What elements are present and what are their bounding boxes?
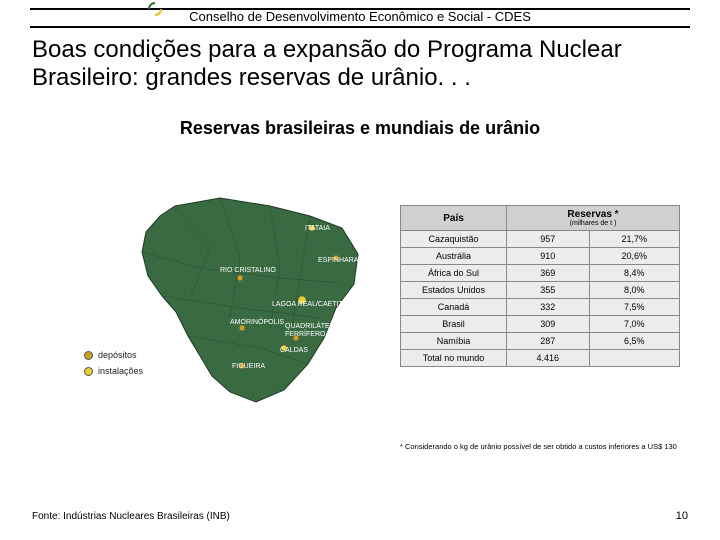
legend-dot <box>84 351 93 360</box>
cell-reserves: 332 <box>507 299 590 316</box>
legend-item: depósitos <box>84 350 143 360</box>
table-header-reserves-text: Reservas * <box>567 209 618 220</box>
cell-country: Brasil <box>401 316 507 333</box>
table-header-country: País <box>401 206 507 231</box>
map-deposit-dot <box>237 275 243 281</box>
table-row: África do Sul3698,4% <box>401 265 680 282</box>
legend-dot <box>84 367 93 376</box>
header-rule-bottom <box>30 26 690 28</box>
cell-pct: 6,5% <box>589 333 679 350</box>
map-site-label: LAGOA REAL/CAETITÉ <box>272 299 348 308</box>
map-legend: depósitos instalações <box>84 350 143 382</box>
cell-reserves: 369 <box>507 265 590 282</box>
cell-country: Total no mundo <box>401 350 507 367</box>
table-header-reserves-sub: (milhares de t ) <box>511 220 675 227</box>
cell-pct: 21,7% <box>589 231 679 248</box>
map-site-label: QUADRILÁTERO <box>285 321 341 330</box>
table-row-total: Total no mundo4.416 <box>401 350 680 367</box>
cell-reserves: 957 <box>507 231 590 248</box>
map-site-label: CALDAS <box>280 347 308 354</box>
cell-reserves: 910 <box>507 248 590 265</box>
map-site-label: FERRÍFERO <box>285 329 326 338</box>
cell-pct: 20,6% <box>589 248 679 265</box>
map-site-label: ESPINHARAS <box>318 257 363 264</box>
table-row: Cazaquistão95721,7% <box>401 231 680 248</box>
source-text: Fonte: Indústrias Nucleares Brasileiras … <box>32 511 230 522</box>
map-site-label: AMORINÓPOLIS <box>230 317 284 326</box>
cell-country: África do Sul <box>401 265 507 282</box>
table-row: Brasil3097,0% <box>401 316 680 333</box>
reserves-table: País Reservas * (milhares de t ) Cazaqui… <box>400 205 680 367</box>
cell-pct: 7,0% <box>589 316 679 333</box>
cell-country: Canadá <box>401 299 507 316</box>
legend-item: instalações <box>84 366 143 376</box>
table-header-reserves: Reservas * (milhares de t ) <box>507 206 680 231</box>
cell-pct: 8,0% <box>589 282 679 299</box>
slide-title: Boas condições para a expansão do Progra… <box>32 36 688 91</box>
cell-reserves: 287 <box>507 333 590 350</box>
cell-pct <box>589 350 679 367</box>
cell-reserves: 4.416 <box>507 350 590 367</box>
map-site-label: ITATAIA <box>305 225 330 232</box>
map-site-label: FIGUEIRA <box>232 363 265 370</box>
table-footnote: * Considerando o kg de urânio possível d… <box>400 443 680 452</box>
table-row: Estados Unidos3558,0% <box>401 282 680 299</box>
table-row: Namíbia2876,5% <box>401 333 680 350</box>
cell-country: Cazaquistão <box>401 231 507 248</box>
brazil-map: ITATAIA RIO CRISTALINO ESPINHARAS LAGOA REA… <box>80 188 390 418</box>
page-number: 10 <box>676 510 688 522</box>
cell-country: Namíbia <box>401 333 507 350</box>
cell-reserves: 355 <box>507 282 590 299</box>
cell-country: Estados Unidos <box>401 282 507 299</box>
header-org: Conselho de Desenvolvimento Econômico e … <box>0 9 720 24</box>
table-row: Austrália91020,6% <box>401 248 680 265</box>
legend-label: depósitos <box>98 350 137 360</box>
map-site-label: RIO CRISTALINO <box>220 267 276 274</box>
cell-pct: 8,4% <box>589 265 679 282</box>
slide-subtitle: Reservas brasileiras e mundiais de urâni… <box>0 118 720 139</box>
legend-label: instalações <box>98 366 143 376</box>
cell-reserves: 309 <box>507 316 590 333</box>
cell-country: Austrália <box>401 248 507 265</box>
table-row: Canadá3327,5% <box>401 299 680 316</box>
cell-pct: 7,5% <box>589 299 679 316</box>
